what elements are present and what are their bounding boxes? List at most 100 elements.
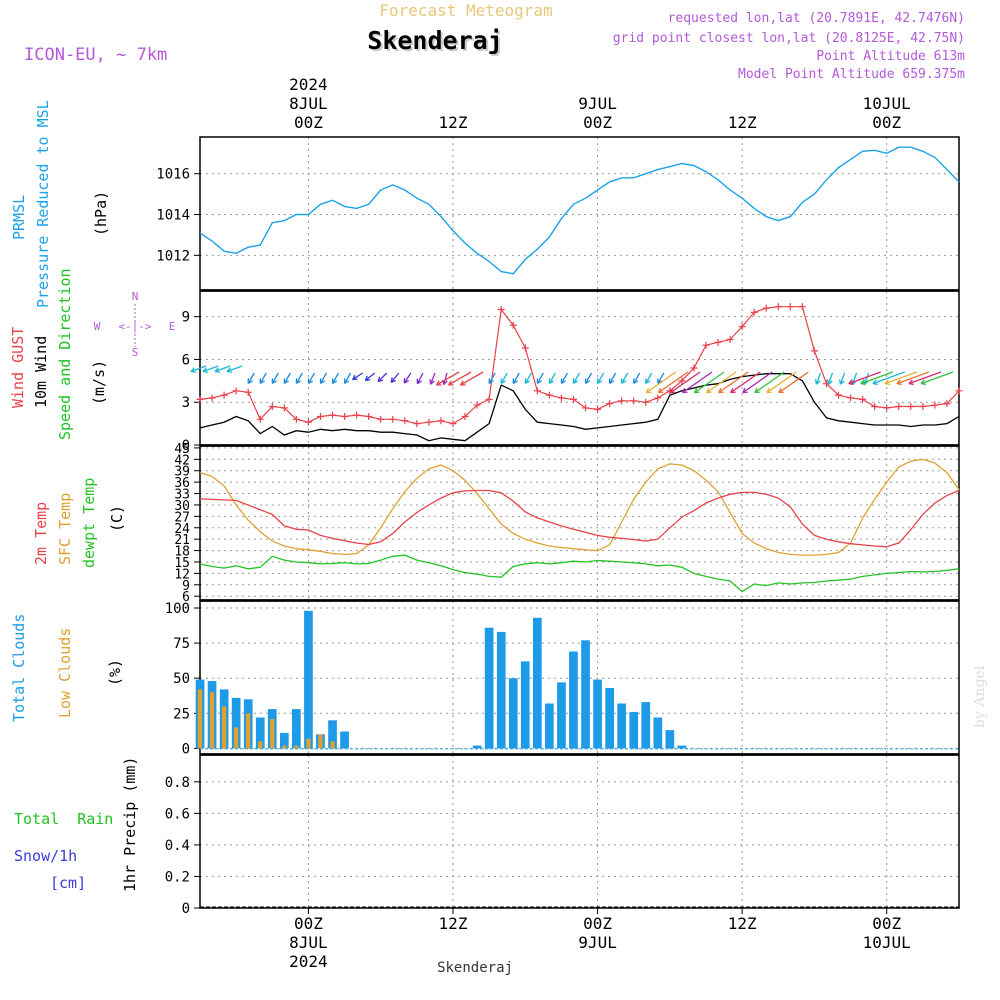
label-dewpt-temp: dewpt Temp	[80, 478, 98, 568]
panel-frame	[199, 754, 960, 909]
gust-marker	[798, 303, 806, 311]
y-tick-label: 0.6	[165, 806, 190, 822]
wind-arrow-head	[920, 379, 927, 386]
gust-marker	[871, 403, 879, 410]
wind-speed-line	[199, 373, 960, 442]
gust-marker	[594, 405, 602, 413]
gust-marker	[497, 306, 505, 314]
gust-marker	[569, 395, 577, 403]
wind-arrow	[430, 372, 436, 385]
total-cloud-bar	[533, 617, 542, 749]
panel-precip: 0 0.2 0.4 0.6 0.8	[165, 754, 960, 917]
wind-arrow-head	[343, 378, 350, 384]
gust-marker	[955, 387, 963, 395]
wind-arrow	[682, 371, 713, 394]
total-cloud-bar	[545, 703, 554, 749]
total-cloud-bar	[484, 627, 494, 749]
wind-arrow-head	[352, 374, 358, 381]
gust-marker	[618, 397, 626, 405]
wind-arrow-head	[693, 387, 700, 394]
wind-arrow-head	[319, 378, 326, 384]
wind-arrow-head	[848, 379, 854, 386]
wind-arrow-head	[621, 378, 627, 384]
wind-arrow-head	[896, 379, 902, 386]
y-tick-label: 0	[182, 741, 190, 757]
grid-point-location: grid point closest lon,lat (20.8125E, 42…	[613, 31, 965, 46]
wind-arrow	[872, 371, 906, 385]
y-tick-label: 0.4	[165, 838, 190, 854]
time-label-top: 00Z	[583, 113, 612, 132]
label-percent: (%)	[106, 659, 124, 686]
low-cloud-bar	[209, 692, 215, 749]
label-wind-gust: Wind GUST	[9, 327, 27, 408]
wind-arrow	[908, 371, 942, 385]
wind-arrow-head	[669, 387, 676, 394]
total-cloud-bar	[496, 631, 506, 749]
total-cloud-bar	[605, 688, 614, 749]
wind-arrow	[670, 371, 701, 394]
wind-arrow-head	[202, 367, 209, 373]
sfc-temp-line	[199, 458, 960, 556]
gust-marker	[473, 401, 481, 409]
wind-arrow-head	[730, 387, 736, 394]
low-cloud-bar	[318, 734, 323, 749]
wind-arrow	[827, 372, 834, 385]
wind-arrow-head	[190, 367, 197, 373]
compass-south: S	[132, 346, 139, 359]
wind-arrow	[896, 371, 930, 385]
gust-marker	[931, 401, 939, 409]
gust-marker	[762, 304, 770, 312]
total-cloud-bar	[328, 720, 337, 749]
gust-marker	[835, 391, 843, 399]
wind-arrow	[271, 372, 279, 384]
wind-arrow-head	[500, 378, 506, 384]
wind-arrow	[718, 371, 749, 394]
total-cloud-bar	[581, 640, 590, 749]
gust-marker	[280, 404, 288, 412]
wind-arrow-head	[524, 378, 530, 384]
wind-arrow-head	[307, 378, 314, 384]
wind-arrow	[778, 371, 809, 394]
wind-arrow-head	[872, 379, 878, 386]
wind-arrow-head	[331, 378, 338, 384]
wind-arrow	[331, 372, 340, 384]
gust-marker	[437, 417, 445, 425]
wind-arrow	[694, 371, 725, 394]
gust-marker	[365, 412, 373, 420]
gust-marker	[389, 415, 397, 423]
wind-arrow-head	[645, 378, 651, 384]
gust-marker	[859, 395, 867, 403]
wind-arrow-head	[295, 378, 302, 384]
label-prmsl: PRMSL	[10, 195, 28, 240]
wind-arrow	[460, 371, 484, 386]
total-cloud-bar	[677, 745, 687, 749]
gust-marker	[292, 415, 300, 423]
cloud-labels: Total Clouds Low Clouds (%)	[10, 614, 124, 722]
low-cloud-bar	[306, 738, 311, 749]
time-label-bottom: 00Z	[583, 914, 612, 933]
label-cm: [cm]	[50, 874, 86, 892]
wind-arrow-head	[416, 378, 422, 385]
compass-north: N	[132, 290, 139, 303]
label-2m-temp: 2m Temp	[32, 502, 50, 565]
gust-marker	[943, 400, 951, 408]
gust-marker	[786, 303, 794, 311]
y-tick-label: 1016	[156, 167, 190, 183]
gust-marker	[606, 400, 614, 408]
total-cloud-bar	[569, 651, 578, 749]
time-label-bottom: 12Z	[439, 914, 468, 933]
wind-arrow	[364, 372, 376, 382]
y-tick-label: 36	[174, 476, 190, 491]
wind-arrow	[548, 372, 556, 384]
wind-arrow	[572, 372, 581, 384]
wind-arrow	[443, 372, 448, 385]
y-tick-label: 21	[174, 533, 190, 548]
gust-marker	[678, 377, 686, 385]
wind-direction-arrows	[190, 365, 954, 394]
wind-arrow-head	[827, 379, 833, 385]
gust-marker	[810, 347, 818, 355]
wind-arrow-head	[403, 378, 410, 384]
y-tick-label: 6	[182, 352, 190, 368]
panel-wind: 0 3 6 9	[182, 290, 960, 454]
wind-arrow	[920, 371, 954, 385]
